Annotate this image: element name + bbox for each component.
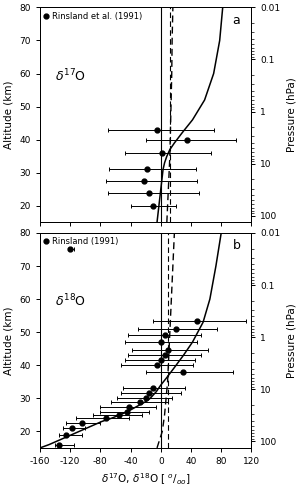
- Y-axis label: Pressure (hPa): Pressure (hPa): [286, 303, 296, 378]
- Text: a: a: [233, 14, 241, 27]
- Text: b: b: [233, 240, 241, 252]
- Y-axis label: Altitude (km): Altitude (km): [4, 306, 14, 375]
- Y-axis label: Pressure (hPa): Pressure (hPa): [286, 78, 296, 152]
- Legend: Rinsland (1991): Rinsland (1991): [43, 236, 120, 248]
- Y-axis label: Altitude (km): Altitude (km): [4, 81, 14, 149]
- Text: $\delta^{17}$O: $\delta^{17}$O: [55, 68, 86, 84]
- Text: $\delta^{18}$O: $\delta^{18}$O: [55, 293, 86, 310]
- X-axis label: $\delta^{17}$O, $\delta^{18}$O [ $^{o}/_{oo}$]: $\delta^{17}$O, $\delta^{18}$O [ $^{o}/_…: [101, 471, 190, 487]
- Legend: Rinsland et al. (1991): Rinsland et al. (1991): [43, 10, 144, 22]
